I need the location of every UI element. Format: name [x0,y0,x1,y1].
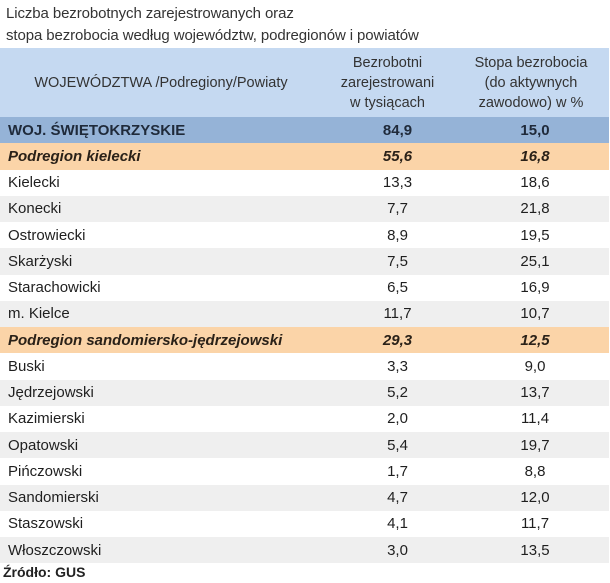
row-name: Skarżyski [8,252,73,270]
table-row: Buski 3,3 9,0 [0,353,609,380]
table-row: Jędrzejowski 5,2 13,7 [0,379,609,406]
row-rate: 15,0 [520,121,550,139]
row-name: Opatowski [8,436,79,454]
row-rate: 25,1 [520,252,550,270]
row-name: Jędrzejowski [8,384,94,402]
title-line-1: Liczba bezrobotnych zarejestrowanych ora… [6,5,294,22]
row-name: Kazimierski [8,410,85,428]
row-name: Ostrowiecki [8,226,86,244]
row-unemployed: 4,1 [387,515,408,533]
row-unemployed: 8,9 [387,226,408,244]
row-name: Staszowski [8,515,84,533]
header-rate-column: Stopa bezrobocia (do aktywnych zawodowo)… [474,54,588,111]
row-name: Konecki [8,200,62,218]
table-row: Pińczowski 1,7 8,8 [0,458,609,485]
table-header: WOJEWÓDZTWA /Podregiony/Powiaty Bezrobot… [0,48,609,117]
table-row: Włoszczowski 3,0 13,5 [0,537,609,564]
row-unemployed: 29,3 [382,331,413,349]
row-name: Sandomierski [8,489,99,507]
row-rate: 8,8 [524,462,546,480]
table-row: Kielecki 13,3 18,6 [0,169,609,196]
row-unemployed: 6,5 [387,279,408,297]
table-row: Opatowski 5,4 19,7 [0,432,609,459]
table-row: Starachowicki 6,5 16,9 [0,274,609,301]
row-unemployed: 5,2 [387,384,408,402]
row-name: Włoszczowski [8,541,102,559]
row-unemployed: 7,7 [387,200,408,218]
table-row: Sandomierski 4,7 12,0 [0,484,609,511]
row-unemployed: 3,3 [387,357,408,375]
row-rate: 12,0 [520,489,550,507]
row-rate: 21,8 [520,200,550,218]
row-rate: 13,5 [520,541,550,559]
row-unemployed: 84,9 [382,121,413,139]
header-unemployed-column: Bezrobotni zarejestrowani w tysiącach [340,54,435,111]
row-unemployed: 2,0 [387,410,408,428]
row-rate: 16,8 [520,147,550,165]
row-name: WOJ. ŚWIĘTOKRZYSKIE [8,121,186,139]
row-unemployed: 11,7 [383,305,412,323]
row-rate: 9,0 [524,357,546,375]
row-rate: 13,7 [520,384,550,402]
row-name: Starachowicki [8,279,101,297]
subregion-row: Podregion sandomiersko-jędrzejowski 29,3 1… [0,327,609,354]
row-name: Pińczowski [8,462,83,480]
row-rate: 19,7 [520,436,550,454]
table-row: Ostrowiecki 8,9 19,5 [0,222,609,249]
row-unemployed: 7,5 [387,252,408,270]
region-row: WOJ. ŚWIĘTOKRZYSKIE 84,9 15,0 [0,117,609,144]
row-unemployed: 55,6 [382,147,413,165]
table-row: Kazimierski 2,0 11,4 [0,405,609,432]
table-title: Liczba bezrobotnych zarejestrowanych ora… [6,3,419,47]
source-note: Źródło: GUS [3,564,86,580]
row-rate: 11,4 [520,410,550,428]
row-name: Buski [8,357,45,375]
table-row: Staszowski 4,1 11,7 [0,510,609,537]
row-name: Kielecki [8,174,60,192]
row-rate: 16,9 [520,279,550,297]
row-rate: 10,7 [520,305,550,323]
table-row: Skarżyski 7,5 25,1 [0,248,609,275]
row-name: Podregion kielecki [8,147,141,165]
row-name: m. Kielce [8,305,70,323]
title-line-2: stopa bezrobocia według województw, podr… [6,27,419,44]
table-row: m. Kielce 11,7 10,7 [0,300,609,327]
row-name: Podregion sandomiersko-jędrzejowski [8,331,283,349]
header-region-column: WOJEWÓDZTWA /Podregiony/Powiaty [34,74,288,91]
row-rate: 19,5 [520,226,550,244]
table-body: WOJ. ŚWIĘTOKRZYSKIE 84,9 15,0 Podregion kie… [0,117,609,564]
row-rate: 18,6 [520,174,550,192]
row-rate: 11,7 [520,515,550,533]
row-unemployed: 13,3 [382,174,413,192]
table-row: Konecki 7,7 21,8 [0,195,609,222]
row-unemployed: 4,7 [387,489,408,507]
row-rate: 12,5 [520,331,550,349]
row-unemployed: 1,7 [387,462,408,480]
row-unemployed: 5,4 [387,436,408,454]
subregion-row: Podregion kielecki 55,6 16,8 [0,143,609,170]
unemployment-table: WOJEWÓDZTWA /Podregiony/Powiaty Bezrobot… [0,48,609,564]
row-unemployed: 3,0 [387,541,408,559]
